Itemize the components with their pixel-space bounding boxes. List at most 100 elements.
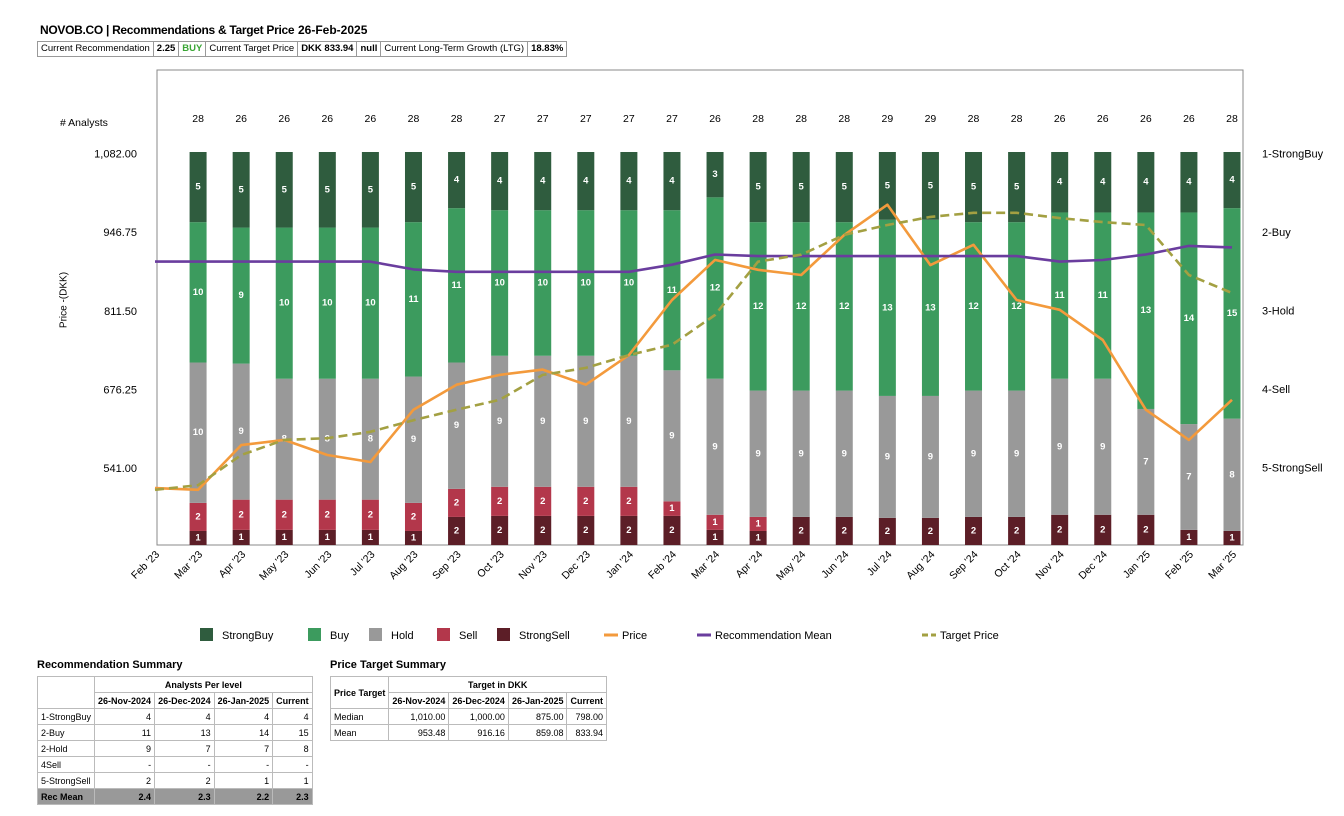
bar-label: 10 (193, 427, 204, 438)
bar-label: 1 (325, 532, 331, 543)
bar-segment (1137, 152, 1155, 213)
bar-segment (404, 502, 422, 531)
bar-segment (1137, 408, 1155, 515)
bar-label: 5 (755, 182, 761, 193)
table-header: Price Target (329, 676, 390, 709)
bar-segment (577, 486, 595, 516)
recommendation-table: Analysts Per level 26-Nov-2024 26-Dec-2024… (36, 676, 313, 805)
bar-label: 9 (1014, 448, 1019, 459)
bar-label: 12 (1011, 301, 1022, 312)
table-row: Rec Mean 2.4 2.3 2.2 2.3 (36, 788, 313, 805)
bar-segment (232, 363, 250, 500)
bar-segment (189, 530, 207, 545)
bar-segment (189, 222, 207, 363)
bar-segment (1008, 152, 1026, 223)
bar-segment (404, 530, 422, 545)
bar-segment (749, 390, 767, 517)
bar-label: 2 (411, 511, 416, 522)
bar-label: 9 (454, 420, 459, 431)
bar-label: 11 (1098, 290, 1109, 301)
table-cell (36, 692, 96, 709)
bar-label: 2 (325, 509, 330, 520)
bar-segment (792, 390, 810, 517)
bar-label: 9 (712, 441, 717, 452)
x-tick-label: Mar '24 (689, 548, 722, 581)
bar-label: 1 (712, 532, 718, 543)
table-title: Recommendation Summary (37, 659, 183, 671)
y2-tick-label: 2-Buy (1262, 227, 1291, 239)
count-label: 26 (709, 113, 721, 125)
table-header: Current (272, 692, 313, 709)
bar-label: 1 (411, 532, 417, 543)
table-cell: - (213, 756, 274, 773)
table-cell: 2-Buy (36, 724, 96, 741)
bar-label: 10 (624, 278, 635, 289)
bar-segment (706, 152, 724, 198)
y2-tick-label: 4-Sell (1262, 384, 1290, 396)
bar-segment (878, 517, 896, 545)
bar-segment (318, 152, 336, 228)
bar-segment (1094, 514, 1112, 545)
bar-segment (1051, 514, 1069, 545)
count-label: # Analysts (60, 117, 108, 129)
bar-segment (534, 210, 552, 356)
bar-label: 1 (669, 503, 675, 514)
bar-label: 9 (626, 416, 631, 427)
bar-segment (965, 222, 983, 391)
bar-segment (835, 516, 853, 545)
x-tick-label: Apr '24 (733, 548, 765, 580)
count-label: 28 (1226, 113, 1238, 125)
count-label: 28 (795, 113, 807, 125)
bar-label: 9 (799, 448, 804, 459)
table-cell: 14 (213, 724, 274, 741)
bar-label: 2 (626, 496, 631, 507)
bar-label: 5 (885, 180, 891, 191)
bar-label: 12 (796, 301, 807, 312)
bar-segment (534, 515, 552, 545)
table-cell: 8 (272, 740, 313, 757)
bar-label: 1 (282, 532, 288, 543)
bar-label: 2 (842, 525, 847, 536)
bar-label: 1 (755, 518, 761, 529)
bar-segment (491, 515, 509, 545)
bar-label: 2 (368, 509, 373, 520)
x-tick-label: Jul '24 (865, 548, 895, 578)
bar-label: 5 (325, 184, 331, 195)
count-label: 27 (580, 113, 592, 125)
bar-label: 5 (195, 182, 201, 193)
count-label: 26 (235, 113, 247, 125)
bar-segment (965, 152, 983, 223)
bar-label: 2 (497, 525, 502, 536)
bar-label: 11 (1055, 290, 1066, 301)
table-row: 26-Nov-2024 26-Dec-2024 26-Jan-2025 Current (331, 692, 607, 709)
table-row: 5-StrongSell 2 2 1 1 (36, 772, 313, 789)
count-label: 28 (752, 113, 764, 125)
table-cell: 5-StrongSell (36, 772, 96, 789)
line-series (155, 244, 1233, 274)
bar-segment (361, 499, 379, 530)
table-cell: 916.16 (448, 724, 509, 741)
y2-tick-label: 5-StrongSell (1262, 463, 1323, 475)
bar-segment (1223, 208, 1241, 419)
x-tick-label: Jan '25 (1121, 548, 1153, 580)
bar-segment (663, 152, 681, 211)
table-cell: 13 (154, 724, 215, 741)
bar-segment (835, 152, 853, 223)
bar-segment (620, 355, 638, 487)
bar-label: 1 (239, 532, 245, 543)
bar-label: 2 (1014, 525, 1019, 536)
bar-label: 2 (282, 509, 287, 520)
bar-label: 1 (195, 532, 201, 543)
bar-segment (749, 530, 767, 545)
count-label: 26 (1140, 113, 1152, 125)
table-header: 26-Jan-2025 (507, 692, 568, 709)
bar-segment (232, 529, 250, 545)
table-cell: 2.3 (154, 788, 215, 805)
table-cell: 7 (154, 740, 215, 757)
bar-segment (1008, 222, 1026, 391)
table-header: 26-Nov-2024 (94, 692, 156, 709)
x-tick-label: Apr '23 (216, 548, 248, 580)
bar-segment (706, 514, 724, 530)
y2-tick-label: 3-Hold (1262, 306, 1294, 318)
bar-segment (965, 516, 983, 545)
